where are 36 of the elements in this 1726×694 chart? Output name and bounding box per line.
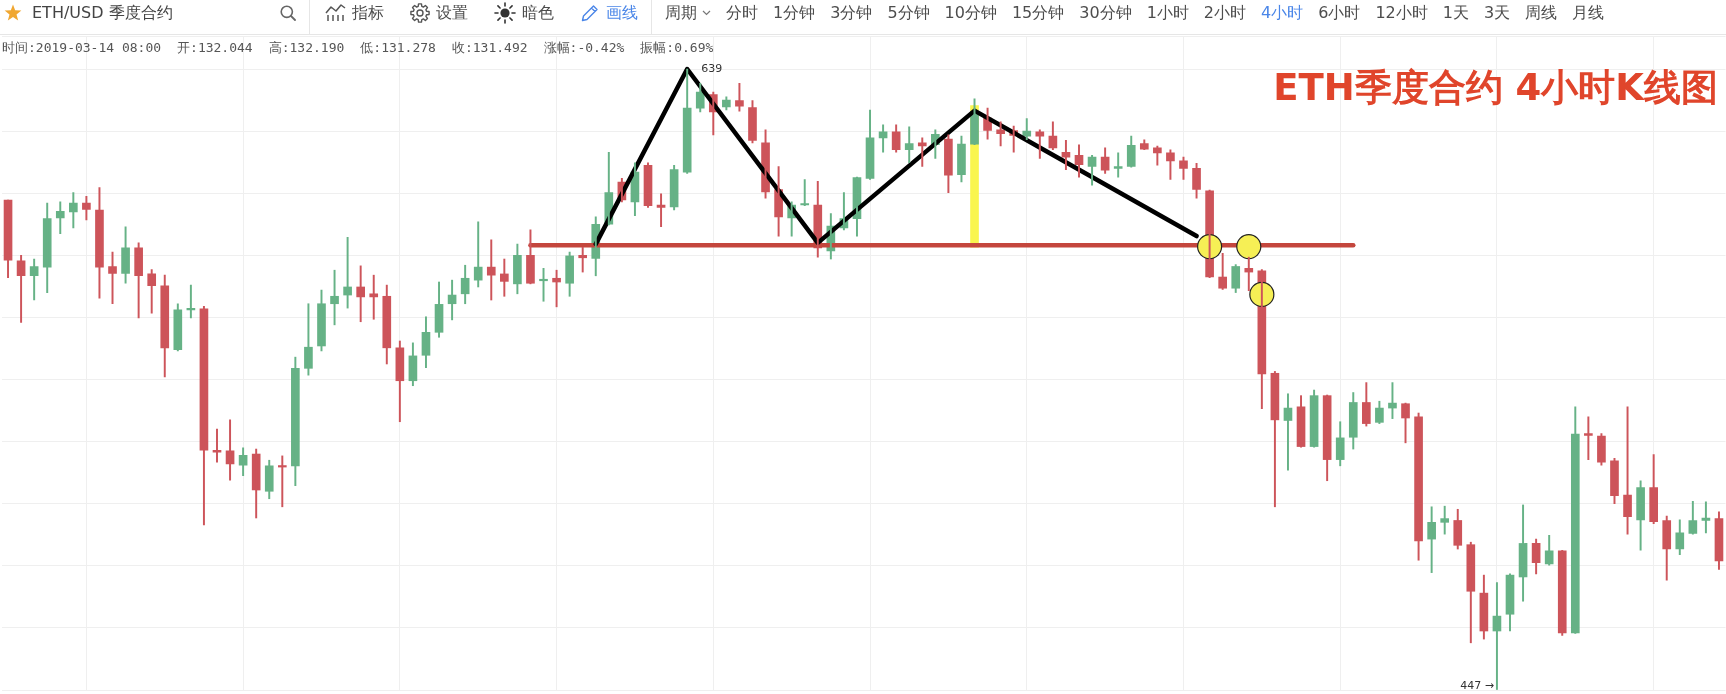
text: 周期 xyxy=(665,2,697,24)
annotation: 447 → xyxy=(1460,679,1494,693)
text: 3分钟 xyxy=(830,2,873,24)
candlestick xyxy=(1584,416,1593,460)
text: 指标 xyxy=(352,2,384,24)
text: 1小时 xyxy=(1146,2,1189,24)
text: 周线 xyxy=(1525,2,1558,24)
text: 高:132.190 xyxy=(268,39,345,56)
text: 10分钟 xyxy=(944,2,997,24)
text: 30分钟 xyxy=(1079,2,1132,24)
text: 时间:2019-03-14 08:00 xyxy=(2,39,162,56)
candlestick xyxy=(735,82,744,112)
text: 1分钟 xyxy=(773,2,816,24)
text: ETH/USD 季度合约 xyxy=(32,2,173,24)
candlestick xyxy=(1440,505,1450,535)
text: 6小时 xyxy=(1318,2,1361,24)
text: 12小时 xyxy=(1375,2,1428,24)
text: 设置 xyxy=(436,2,468,24)
text: 涨幅:-0.42% xyxy=(543,39,625,56)
chart-title: ETH季度合约 4小时K线图 xyxy=(1273,66,1718,110)
text: 2小时 xyxy=(1203,2,1247,24)
candlestick xyxy=(1113,152,1123,178)
text: 暗色 xyxy=(522,2,554,24)
text: 画线 xyxy=(606,2,638,24)
text: 月线 xyxy=(1572,2,1605,24)
text: 收:131.492 xyxy=(451,39,528,56)
text: 振幅:0.69% xyxy=(640,39,714,56)
text: 15分钟 xyxy=(1011,2,1065,24)
text: 3天 xyxy=(1483,2,1511,24)
text: 分时 xyxy=(726,2,758,24)
text: 低:131.278 xyxy=(360,39,436,56)
text: 5分钟 xyxy=(887,2,930,24)
text: 1天 xyxy=(1442,2,1469,24)
text: 4小时 xyxy=(1261,2,1304,24)
annotation: 639 xyxy=(701,61,723,75)
text: 开:132.044 xyxy=(177,39,253,56)
